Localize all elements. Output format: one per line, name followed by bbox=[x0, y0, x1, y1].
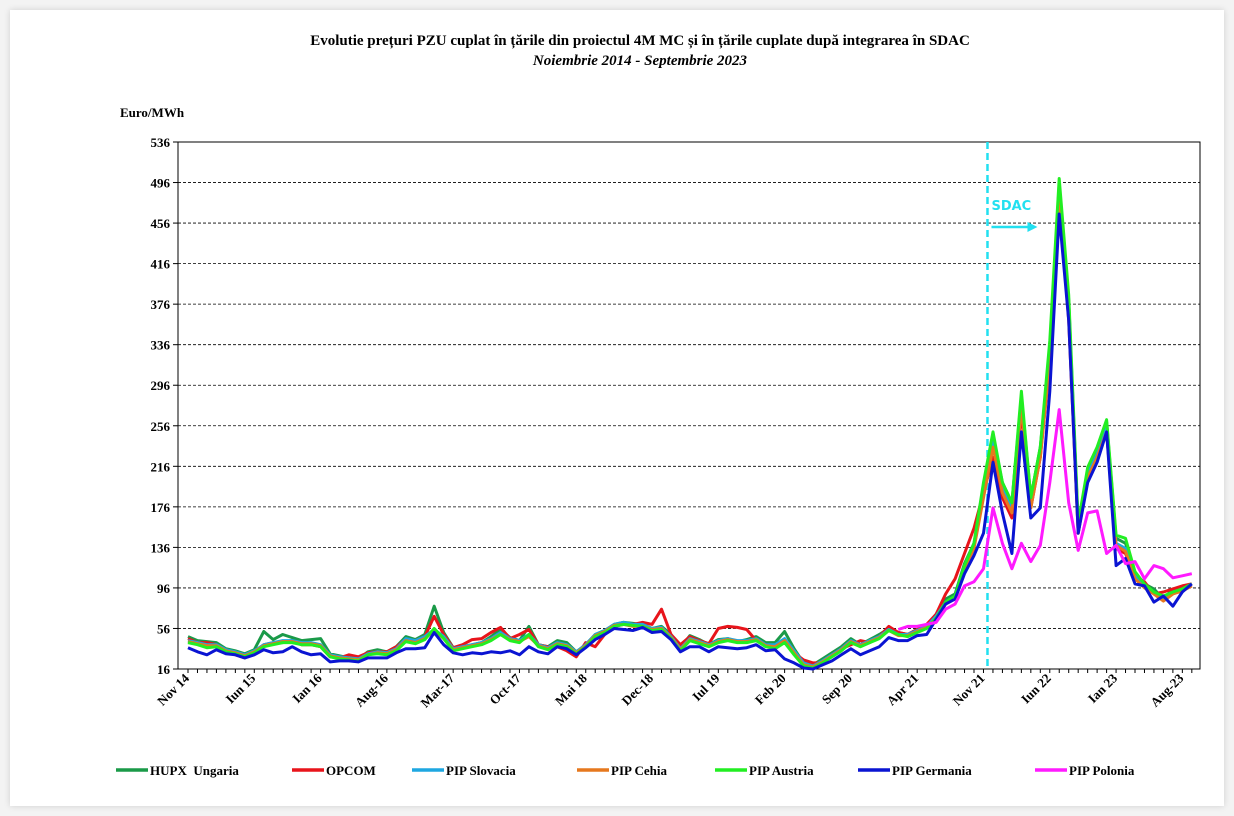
sdac-label: SDAC bbox=[991, 199, 1031, 214]
y-tick-label: 536 bbox=[151, 135, 171, 150]
legend-label: PIP Austria bbox=[749, 763, 814, 778]
legend-label: PIP Germania bbox=[892, 763, 972, 778]
sdac-arrowhead bbox=[1027, 222, 1038, 232]
y-tick-label: 296 bbox=[151, 378, 171, 393]
x-tick-label: Ian 23 bbox=[1085, 670, 1121, 706]
y-tick-label: 16 bbox=[157, 662, 171, 677]
series-line bbox=[187, 177, 1193, 670]
series-line bbox=[187, 212, 1193, 671]
y-tick-label: 256 bbox=[151, 419, 171, 434]
y-tick-label: 176 bbox=[151, 500, 171, 515]
y-tick-label: 216 bbox=[151, 459, 171, 474]
y-tick-label: 376 bbox=[151, 297, 171, 312]
x-tick-label: Oct-17 bbox=[486, 670, 524, 708]
x-tick-label: Nov 21 bbox=[950, 671, 988, 709]
series-line bbox=[897, 408, 1193, 631]
y-tick-label: 96 bbox=[157, 581, 171, 596]
y-tick-label: 336 bbox=[151, 338, 171, 353]
legend-label: PIP Slovacia bbox=[446, 763, 516, 778]
x-tick-label: Dec-18 bbox=[618, 670, 656, 708]
y-tick-label: 136 bbox=[151, 540, 171, 555]
y-tick-label: 496 bbox=[151, 176, 171, 191]
y-tick-label: 416 bbox=[151, 257, 171, 272]
chart-subtitle: Noiembrie 2014 - Septembrie 2023 bbox=[532, 53, 748, 69]
legend-label: PIP Polonia bbox=[1069, 763, 1135, 778]
x-tick-label: Ian 16 bbox=[289, 670, 325, 706]
legend-label: OPCOM bbox=[326, 763, 376, 778]
chart-title: Evolutie prețuri PZU cuplat în țările di… bbox=[310, 33, 970, 49]
plot-frame bbox=[177, 141, 1201, 670]
x-tick-label: Iun 22 bbox=[1018, 671, 1054, 707]
y-tick-label: 56 bbox=[157, 621, 171, 636]
x-tick-label: Feb 20 bbox=[752, 671, 789, 708]
chart: Evolutie prețuri PZU cuplat în țările di… bbox=[10, 10, 1224, 806]
legend-label: PIP Cehia bbox=[611, 763, 667, 778]
x-tick-label: Aug-16 bbox=[352, 670, 392, 710]
legend-label: HUPX Ungaria bbox=[150, 763, 239, 778]
x-tick-label: Iul 19 bbox=[689, 670, 723, 704]
x-tick-label: Mar-17 bbox=[417, 670, 457, 710]
x-tick-label: Apr 21 bbox=[884, 671, 922, 709]
y-tick-label: 456 bbox=[151, 216, 171, 231]
x-tick-label: Mai 18 bbox=[552, 670, 590, 708]
x-tick-label: Aug-23 bbox=[1147, 670, 1187, 710]
y-axis-label: Euro/MWh bbox=[120, 105, 185, 120]
x-tick-label: Iun 15 bbox=[223, 670, 259, 706]
x-tick-label: Sep 20 bbox=[819, 671, 855, 707]
